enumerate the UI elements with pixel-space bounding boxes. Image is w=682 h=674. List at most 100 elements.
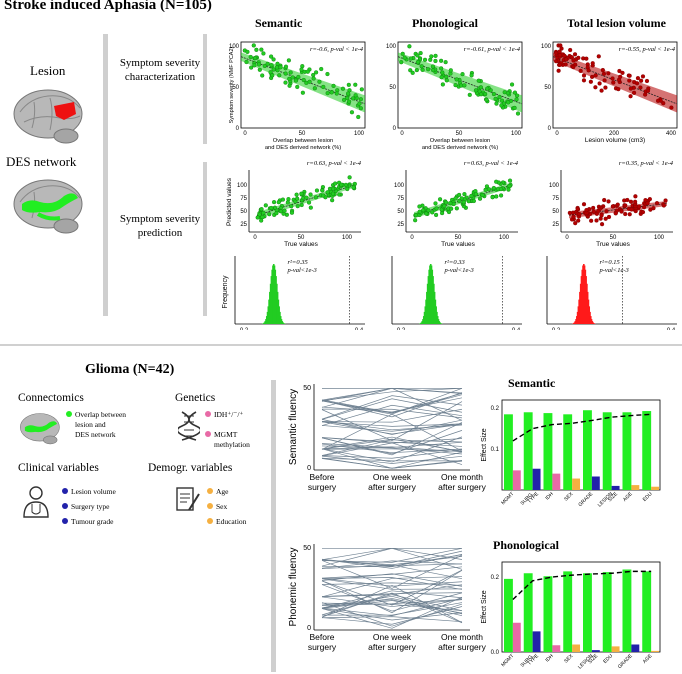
- pred-data-point: [413, 218, 418, 223]
- pred-data-point: [413, 213, 419, 218]
- effect-x-tick: EDU: [602, 653, 614, 665]
- char-data-point: [252, 56, 258, 61]
- pred-data-point: [320, 188, 325, 193]
- char-y-label: Symptom severity (NMF PCA2): [229, 46, 235, 123]
- pred-data-point: [343, 182, 349, 187]
- hist-x-tick: -0.2: [395, 328, 406, 330]
- fluency-subject-line: [321, 387, 463, 401]
- pred-data-point: [459, 196, 464, 201]
- pred-data-point: [304, 195, 309, 200]
- char-data-point: [301, 77, 306, 83]
- pred-data-point: [469, 193, 474, 199]
- char-data-point: [601, 71, 607, 76]
- effect-bar-feature: [591, 650, 600, 652]
- fluency-subject-line: [321, 441, 463, 448]
- pred-data-point: [417, 204, 422, 209]
- char-data-point: [271, 67, 276, 72]
- char-data-point: [469, 73, 474, 78]
- char-data-point: [429, 54, 434, 59]
- pred-x-tick: 50: [610, 235, 617, 241]
- char-data-point: [407, 44, 412, 49]
- pred-data-point: [267, 212, 272, 217]
- effect-bar-feature: [591, 476, 600, 490]
- pred-y-tick: 75: [552, 196, 559, 202]
- effect-bar-feature: [552, 645, 561, 652]
- pred-data-point: [339, 182, 344, 187]
- fluency-subject-line: [321, 455, 463, 464]
- pred-data-point: [276, 200, 281, 205]
- stroke-title: Stroke induced Aphasia (N=105): [4, 0, 212, 13]
- pred-data-point: [654, 201, 660, 206]
- effect-y-tick: 0.1: [491, 447, 500, 453]
- char-data-point: [655, 98, 661, 103]
- pred-data-point: [474, 192, 479, 197]
- pred-data-point: [417, 209, 422, 214]
- char-data-point: [426, 67, 431, 72]
- char-data-point: [317, 79, 322, 84]
- effect-bar-green: [504, 414, 513, 490]
- pred-x-label: True values: [596, 241, 630, 248]
- pred-data-point: [471, 198, 476, 204]
- timepoint-label: Before: [309, 632, 334, 642]
- char-data-point: [669, 105, 674, 110]
- fluency-subject-line: [321, 457, 463, 462]
- pred-y-tick: 25: [397, 222, 404, 228]
- pred-x-label: True values: [284, 241, 318, 248]
- pred-data-point: [627, 212, 632, 217]
- char-data-point: [265, 61, 270, 67]
- char-data-point: [256, 62, 262, 67]
- char-data-point: [602, 78, 607, 83]
- fluency-subject-line: [321, 387, 463, 415]
- pred-data-point: [351, 185, 356, 190]
- fluency-subject-line: [321, 606, 463, 625]
- fluency-subject-line: [321, 594, 463, 616]
- des-network-brain-image: [13, 179, 83, 234]
- clinical-title: Clinical variables: [18, 462, 99, 474]
- char-data-point: [325, 91, 330, 96]
- col-title-phonological: Phonological: [412, 16, 479, 30]
- hist-stat-r2: r²=0.15: [599, 259, 620, 266]
- fluency-subject-line: [321, 547, 463, 563]
- char-data-point: [505, 91, 511, 96]
- char-data-point: [620, 70, 625, 75]
- pred-data-point: [274, 211, 279, 216]
- char-data-point: [640, 74, 646, 79]
- char-data-point: [244, 59, 249, 65]
- char-y-tick: 0: [236, 126, 240, 132]
- pred-data-point: [629, 207, 634, 212]
- pred-data-point: [625, 197, 630, 203]
- pred-y-tick: 75: [240, 196, 247, 202]
- pred-data-point: [257, 212, 262, 217]
- char-y-tick: 0: [393, 126, 397, 132]
- hist-x-tick: 0.4: [512, 328, 521, 330]
- fluency-subject-line: [321, 401, 463, 441]
- fluency-subject-line: [321, 446, 463, 453]
- effect-plot-frame: [501, 561, 661, 653]
- char-data-point: [359, 87, 364, 92]
- pred-x-tick: 100: [342, 235, 353, 241]
- fluency-subject-line: [321, 438, 463, 452]
- effect-bar-feature: [572, 644, 581, 652]
- pred-data-point: [278, 209, 284, 214]
- pred-data-point: [286, 197, 291, 202]
- char-x-label: Overlap between lesion: [273, 138, 334, 144]
- char-data-point: [473, 88, 479, 93]
- pred-data-point: [613, 211, 618, 216]
- char-data-point: [277, 73, 282, 78]
- char-data-point: [638, 85, 643, 90]
- char-data-point: [342, 97, 347, 102]
- pred-plot-0: 25 50 75 100 0 50 100 r=0.63, p-val < 1e-4 True …: [237, 160, 362, 248]
- fluency-y-tick: 50: [303, 545, 311, 552]
- char-data-point: [283, 71, 288, 76]
- char-data-point: [440, 82, 445, 87]
- char-data-point: [512, 105, 517, 111]
- char-data-point: [269, 54, 274, 59]
- char-data-point: [300, 90, 305, 95]
- char-data-point: [509, 82, 515, 87]
- fluency-subject-line: [321, 582, 463, 586]
- char-data-point: [312, 86, 317, 91]
- char-data-point: [439, 75, 444, 80]
- char-data-point: [358, 97, 363, 102]
- char-data-point: [610, 76, 615, 81]
- pred-data-point: [299, 202, 304, 208]
